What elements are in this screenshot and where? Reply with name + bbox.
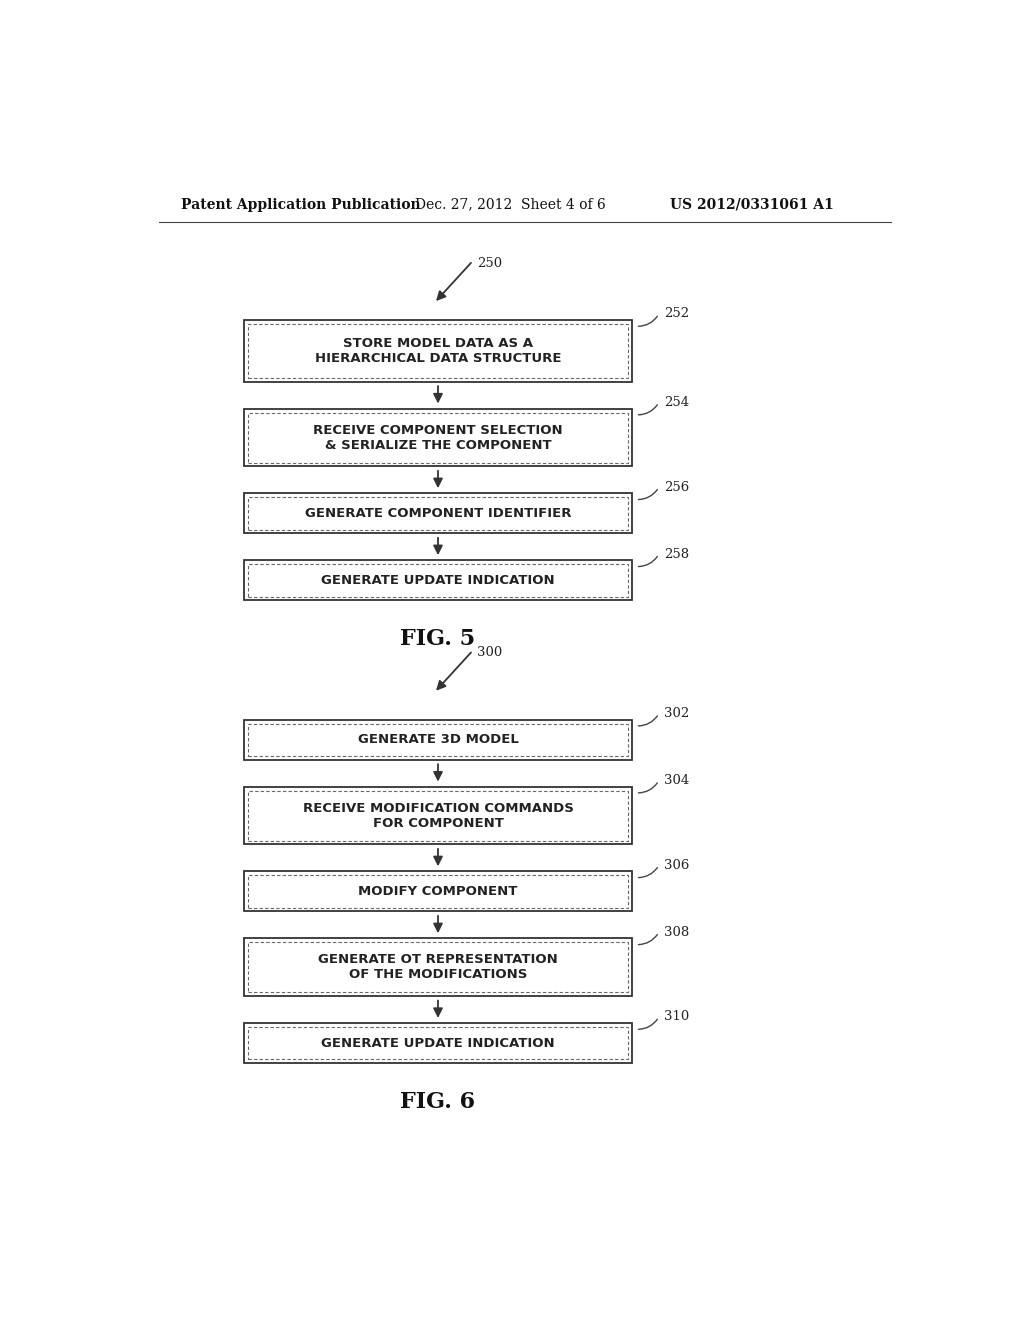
Bar [248,723,628,756]
Bar [245,1023,632,1063]
Text: GENERATE COMPONENT IDENTIFIER: GENERATE COMPONENT IDENTIFIER [305,507,571,520]
Bar [248,1027,628,1059]
Bar [248,942,628,993]
Text: FIG. 5: FIG. 5 [400,628,475,649]
Text: MODIFY COMPONENT: MODIFY COMPONENT [358,884,518,898]
Text: RECEIVE MODIFICATION COMMANDS
FOR COMPONENT: RECEIVE MODIFICATION COMMANDS FOR COMPON… [302,801,573,829]
Text: 258: 258 [665,548,689,561]
Bar [245,719,632,760]
Bar [245,787,632,845]
Text: 304: 304 [665,774,689,787]
Bar [248,323,628,378]
Bar [248,564,628,597]
Text: 252: 252 [665,308,689,321]
Bar [245,871,632,911]
Text: 254: 254 [665,396,689,409]
Text: GENERATE OT REPRESENTATION
OF THE MODIFICATIONS: GENERATE OT REPRESENTATION OF THE MODIFI… [318,953,558,981]
Bar [248,413,628,462]
Text: 256: 256 [665,480,689,494]
Bar [245,321,632,381]
Text: 308: 308 [665,925,689,939]
Text: 310: 310 [665,1010,689,1023]
Bar [245,561,632,601]
Bar [245,409,632,466]
Bar [248,498,628,529]
Text: US 2012/0331061 A1: US 2012/0331061 A1 [671,198,835,211]
Text: Dec. 27, 2012  Sheet 4 of 6: Dec. 27, 2012 Sheet 4 of 6 [415,198,605,211]
Text: GENERATE 3D MODEL: GENERATE 3D MODEL [357,733,518,746]
Text: RECEIVE COMPONENT SELECTION
& SERIALIZE THE COMPONENT: RECEIVE COMPONENT SELECTION & SERIALIZE … [313,424,563,451]
Text: STORE MODEL DATA AS A
HIERARCHICAL DATA STRUCTURE: STORE MODEL DATA AS A HIERARCHICAL DATA … [314,337,561,364]
Text: 300: 300 [477,647,502,659]
Text: 302: 302 [665,708,689,721]
Bar [245,494,632,533]
Text: GENERATE UPDATE INDICATION: GENERATE UPDATE INDICATION [322,1036,555,1049]
Bar [248,875,628,908]
Text: FIG. 6: FIG. 6 [400,1090,475,1113]
Text: GENERATE UPDATE INDICATION: GENERATE UPDATE INDICATION [322,574,555,587]
Text: 306: 306 [665,859,690,871]
Bar [248,791,628,841]
Text: Patent Application Publication: Patent Application Publication [180,198,420,211]
Text: 250: 250 [477,256,502,269]
Bar [245,939,632,997]
